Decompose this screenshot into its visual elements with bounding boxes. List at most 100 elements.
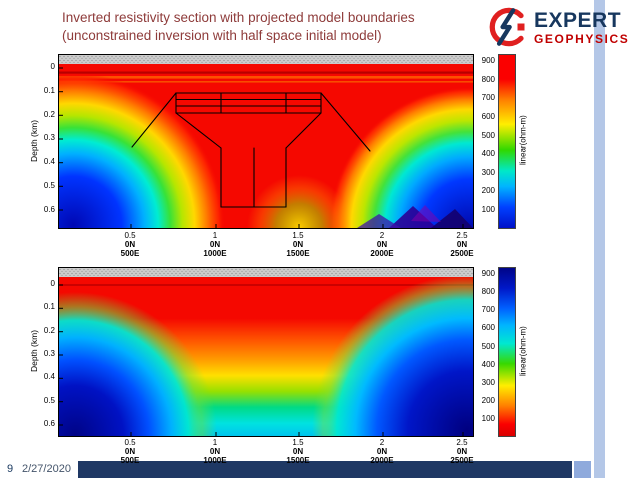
station-label: 2500E [450, 456, 474, 465]
air-topography-band [59, 268, 473, 277]
depth-tick-label: 0.2 [43, 109, 55, 119]
resistivity-heatmap-top [58, 54, 474, 229]
distance-km-label: 0.5 [124, 438, 136, 447]
depth-tick-label: 0.6 [43, 418, 55, 428]
line-label: 0N [292, 240, 304, 249]
logo-name-geophysics: GEOPHYSICS [534, 31, 630, 46]
line-label: 0N [456, 240, 468, 249]
distance-km-label: 1 [212, 438, 218, 447]
depth-tick-label: 0.3 [43, 133, 55, 143]
colorbar-tick-label: 300 [481, 167, 495, 177]
projected-model-boundaries [131, 92, 371, 208]
depth-tick-label: 0.1 [43, 302, 55, 312]
distance-tick: 2.5 0N 2500E [450, 231, 473, 258]
colorbar-unit-label: linear(ohm-m) [518, 326, 528, 376]
colorbar-tick-label: 600 [481, 111, 495, 121]
distance-tick: 0.5 0N 500E [121, 438, 140, 465]
colorbar-tick-label: 500 [481, 130, 495, 140]
colorbar-tick-label: 900 [481, 269, 495, 278]
colorbar-unit-label: linear(ohm-m) [518, 115, 528, 166]
colorbar-tick-label: 700 [481, 305, 495, 315]
line-label: 0N [292, 447, 304, 456]
depth-tick-label: 0.1 [43, 85, 55, 95]
distance-km-label: 2 [379, 438, 385, 447]
distance-tick: 2 0N 2000E [370, 231, 393, 258]
distance-tick: 1 0N 1000E [203, 438, 226, 465]
colorbar-tick-label: 100 [481, 205, 495, 214]
slide-bottom-accent [574, 461, 591, 478]
distance-km-label: 1.5 [292, 231, 304, 240]
station-label: 1000E [203, 249, 227, 258]
slide-title-line1: Inverted resistivity section with projec… [62, 10, 415, 25]
colorbar-tick-label: 200 [481, 186, 495, 196]
colorbar-tick-label: 900 [481, 56, 495, 65]
depth-axis-ticks: 0 0.1 0.2 0.3 0.4 0.5 0.6 [37, 62, 55, 214]
slide-date: 2/27/2020 [22, 463, 71, 475]
logo-name-expert: EXPERT [534, 8, 622, 32]
resistivity-section-panel-top: Depth (km) 0 0.1 0.2 0.3 0.4 0.5 0.6 [28, 47, 533, 261]
distance-axis-ticks: 0.5 0N 500E 1 0N 1000E 1.5 0N 1500E 2 0N… [58, 231, 474, 261]
slide-title-line2: (unconstrained inversion with half space… [62, 28, 382, 44]
slide-bottom-bar [78, 461, 572, 478]
station-label: 2000E [370, 249, 394, 258]
line-label: 0N [376, 240, 388, 249]
colorbar-ticks: 900 800 700 600 500 400 300 200 100 [475, 56, 495, 214]
colorbar-bottom [498, 267, 516, 437]
distance-tick: 1.5 0N 1500E [286, 231, 309, 258]
line-label: 0N [124, 447, 136, 456]
station-label: 1500E [286, 456, 310, 465]
station-label: 1000E [203, 456, 227, 465]
depth-tick-label: 0.4 [43, 372, 55, 382]
colorbar-tick-label: 500 [481, 341, 495, 351]
depth-axis-ticks: 0 0.1 0.2 0.3 0.4 0.5 0.6 [37, 279, 55, 428]
slide-side-stripe [594, 0, 605, 478]
slide-title: Inverted resistivity section with projec… [62, 9, 492, 45]
distance-tick: 2.5 0N 2500E [450, 438, 473, 465]
resistivity-section-panel-bottom: Depth (km) 0 0.1 0.2 0.3 0.4 0.5 0.6 [28, 261, 533, 465]
distance-km-label: 1.5 [292, 438, 304, 447]
distance-km-label: 1 [212, 231, 218, 240]
colorbar-tick-label: 300 [481, 377, 495, 387]
distance-axis-ticks: 0.5 0N 500E 1 0N 1000E 1.5 0N 1500E 2 0N… [58, 438, 474, 468]
colorbar-top [498, 54, 516, 229]
colorbar-tick-label: 600 [481, 323, 495, 333]
line-label: 0N [124, 240, 136, 249]
colorbar-tick-label: 700 [481, 93, 495, 103]
depth-tick-label: 0.5 [43, 395, 55, 405]
depth-tick-label: 0.3 [43, 348, 55, 358]
colorbar-tick-label: 800 [481, 74, 495, 84]
colorbar-ticks: 900 800 700 600 500 400 300 200 100 [475, 269, 495, 423]
colorbar-tick-label: 400 [481, 149, 495, 159]
expert-geophysics-logo: EXPERT GEOPHYSICS [486, 6, 629, 48]
line-label: 0N [376, 447, 388, 456]
colorbar-tick-label: 100 [481, 414, 495, 423]
distance-km-label: 2.5 [456, 438, 468, 447]
resistivity-heatmap-bottom [58, 267, 474, 437]
air-topography-band [59, 55, 473, 64]
depth-tick-label: 0 [50, 279, 55, 288]
page-number: 9 [7, 463, 14, 475]
station-label: 2500E [450, 249, 474, 258]
line-label: 0N [209, 240, 221, 249]
colorbar-tick-label: 200 [481, 395, 495, 405]
distance-km-label: 0.5 [124, 231, 136, 240]
distance-tick: 2 0N 2000E [370, 438, 393, 465]
depth-tick-label: 0 [50, 62, 55, 71]
colorbar-tick-label: 400 [481, 359, 495, 369]
line-label: 0N [456, 447, 468, 456]
station-label: 1500E [286, 249, 310, 258]
logo-mark-icon [486, 6, 528, 48]
colorbar-tick-label: 800 [481, 287, 495, 297]
distance-tick: 1 0N 1000E [203, 231, 226, 258]
distance-km-label: 2 [379, 231, 385, 240]
station-label: 2000E [370, 456, 394, 465]
distance-tick: 0.5 0N 500E [121, 231, 140, 258]
depth-tick-label: 0.4 [43, 157, 55, 167]
station-label: 500E [120, 456, 140, 465]
station-label: 500E [120, 249, 140, 258]
logo-text: EXPERT GEOPHYSICS [534, 10, 629, 45]
line-label: 0N [209, 447, 221, 456]
depth-tick-label: 0.2 [43, 325, 55, 335]
depth-tick-label: 0.6 [43, 204, 55, 214]
depth-tick-label: 0.5 [43, 181, 55, 191]
